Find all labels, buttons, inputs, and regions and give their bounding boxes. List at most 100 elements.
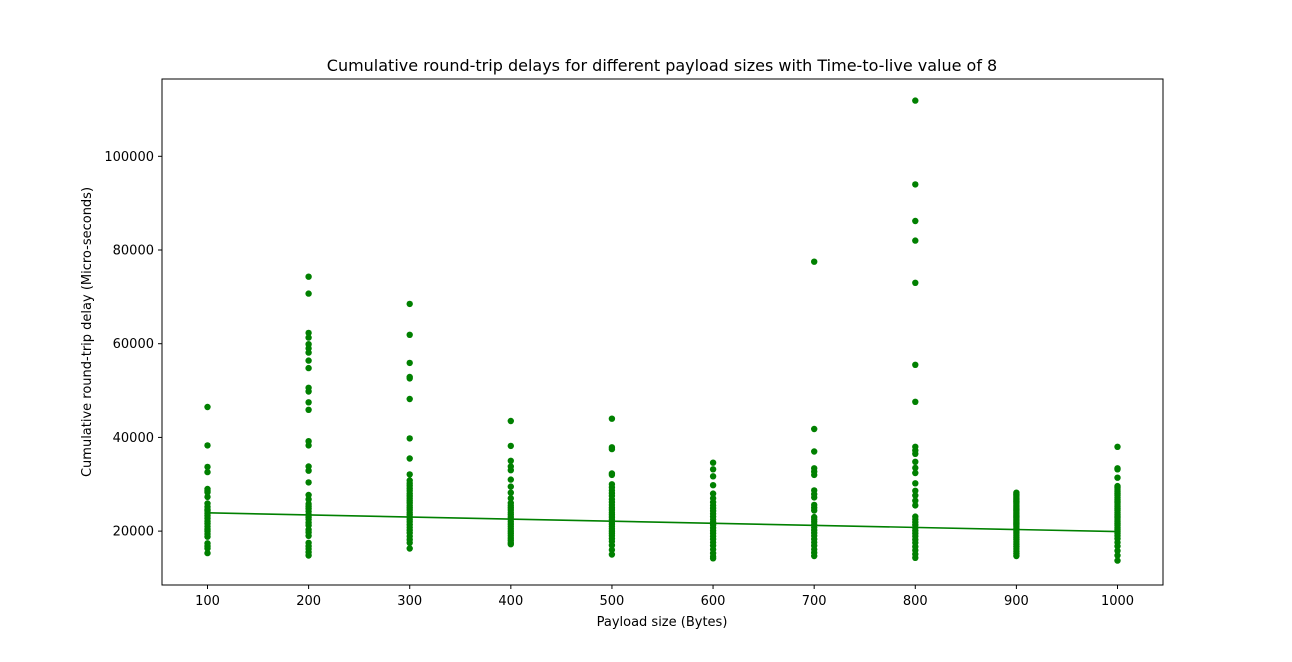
trend-line <box>207 512 1118 533</box>
y-tick-label-40000: 40000 <box>113 431 154 446</box>
data-point-500-2 <box>608 445 616 453</box>
data-point-700-8 <box>811 494 818 501</box>
data-point-300-1 <box>406 331 413 338</box>
data-point-500-4 <box>608 471 616 479</box>
data-point-800-13 <box>912 480 919 487</box>
data-point-100-0 <box>204 403 211 411</box>
data-point-1000-3 <box>1114 474 1121 481</box>
data-point-800-17 <box>912 502 919 509</box>
data-point-300-0 <box>406 300 413 308</box>
data-point-100-7 <box>204 493 211 501</box>
data-point-500-29 <box>608 546 616 554</box>
data-point-200-7 <box>305 357 312 364</box>
data-point-1000-33 <box>1114 542 1121 550</box>
data-point-700-0 <box>811 258 818 265</box>
data-point-200-36 <box>305 552 312 559</box>
data-point-200-17 <box>305 479 312 486</box>
data-point-800-16 <box>912 497 919 504</box>
data-point-300-7 <box>406 455 413 462</box>
axes: 100 200 300 400 500 600 700 800 900 1000 20000 4000… <box>104 150 1134 609</box>
data-point-700-2 <box>811 448 818 455</box>
data-point-1000-0 <box>1114 443 1121 450</box>
x-tick-label-900: 900 <box>1004 594 1029 609</box>
data-point-100-24 <box>204 545 211 552</box>
data-point-100-6 <box>204 489 211 496</box>
data-point-400-4 <box>507 467 514 474</box>
data-point-500-28 <box>608 542 616 549</box>
y-axis-label: Cumulative round-trip delay (Micro-secon… <box>80 187 95 477</box>
data-point-500-30 <box>608 551 616 558</box>
data-point-200-12 <box>305 406 312 413</box>
plot-frame <box>161 78 1164 586</box>
data-point-800-10 <box>912 458 919 465</box>
data-point-800-5 <box>912 361 919 368</box>
data-point-200-14 <box>305 442 312 449</box>
data-point-200-0 <box>305 273 312 280</box>
data-point-400-5 <box>507 476 514 483</box>
data-point-100-1 <box>204 442 211 449</box>
data-point-1000-2 <box>1114 466 1121 473</box>
x-tick-label-200: 200 <box>296 594 321 609</box>
y-tick-label-80000: 80000 <box>113 244 154 259</box>
y-tick-label-20000: 20000 <box>113 525 154 540</box>
data-point-800-4 <box>912 279 919 286</box>
data-marks <box>204 97 1121 564</box>
x-axis-label: Payload size (Bytes) <box>597 615 728 630</box>
x-tick-label-600: 600 <box>701 594 726 609</box>
data-point-200-11 <box>305 399 312 406</box>
data-point-600-3 <box>709 482 717 489</box>
data-point-100-21 <box>204 533 211 540</box>
data-point-100-3 <box>204 468 211 476</box>
data-point-800-3 <box>912 237 919 244</box>
data-point-800-1 <box>912 181 919 188</box>
data-point-700-5 <box>811 471 818 479</box>
data-point-100-2 <box>204 463 211 471</box>
data-point-200-8 <box>305 364 312 372</box>
data-point-700-11 <box>811 507 818 514</box>
data-point-800-15 <box>912 492 919 499</box>
data-point-200-3 <box>305 334 312 341</box>
data-point-1000-34 <box>1114 547 1121 554</box>
data-point-300-6 <box>406 435 413 442</box>
data-point-300-8 <box>406 471 413 478</box>
data-point-300-2 <box>406 359 413 367</box>
data-point-800-2 <box>912 217 919 225</box>
data-point-300-5 <box>406 395 413 403</box>
x-tick-label-100: 100 <box>195 594 220 609</box>
data-point-200-10 <box>305 388 312 395</box>
data-point-800-9 <box>912 450 919 457</box>
data-point-600-1 <box>709 466 717 473</box>
data-point-400-8 <box>507 495 514 502</box>
data-point-400-0 <box>507 417 514 425</box>
data-point-600-4 <box>709 490 717 497</box>
data-point-1000-35 <box>1114 552 1121 559</box>
chart-title: Cumulative round-trip delays for differe… <box>327 56 997 75</box>
data-point-800-31 <box>912 554 919 561</box>
data-point-800-0 <box>912 97 919 104</box>
data-point-900-38 <box>1013 552 1020 560</box>
data-point-100-25 <box>204 549 211 557</box>
data-point-700-25 <box>811 552 818 560</box>
data-point-400-7 <box>507 489 514 496</box>
y-tick-label-60000: 60000 <box>113 337 154 352</box>
data-point-200-31 <box>305 532 312 539</box>
data-point-800-12 <box>912 469 919 477</box>
x-tick-label-800: 800 <box>903 594 928 609</box>
data-point-600-2 <box>709 473 717 480</box>
y-tick-label-100000: 100000 <box>104 150 154 165</box>
x-tick-label-1000: 1000 <box>1101 594 1134 609</box>
data-point-200-6 <box>305 349 312 356</box>
data-point-500-0 <box>608 415 616 422</box>
data-point-600-0 <box>709 459 717 466</box>
data-point-400-27 <box>507 541 514 548</box>
x-tick-label-500: 500 <box>600 594 625 609</box>
x-tick-label-700: 700 <box>802 594 827 609</box>
data-point-300-4 <box>406 375 413 382</box>
x-tick-label-400: 400 <box>498 594 523 609</box>
data-point-200-2 <box>305 329 312 337</box>
data-point-400-6 <box>507 483 514 490</box>
data-point-400-2 <box>507 457 514 464</box>
data-point-300-34 <box>406 545 413 552</box>
